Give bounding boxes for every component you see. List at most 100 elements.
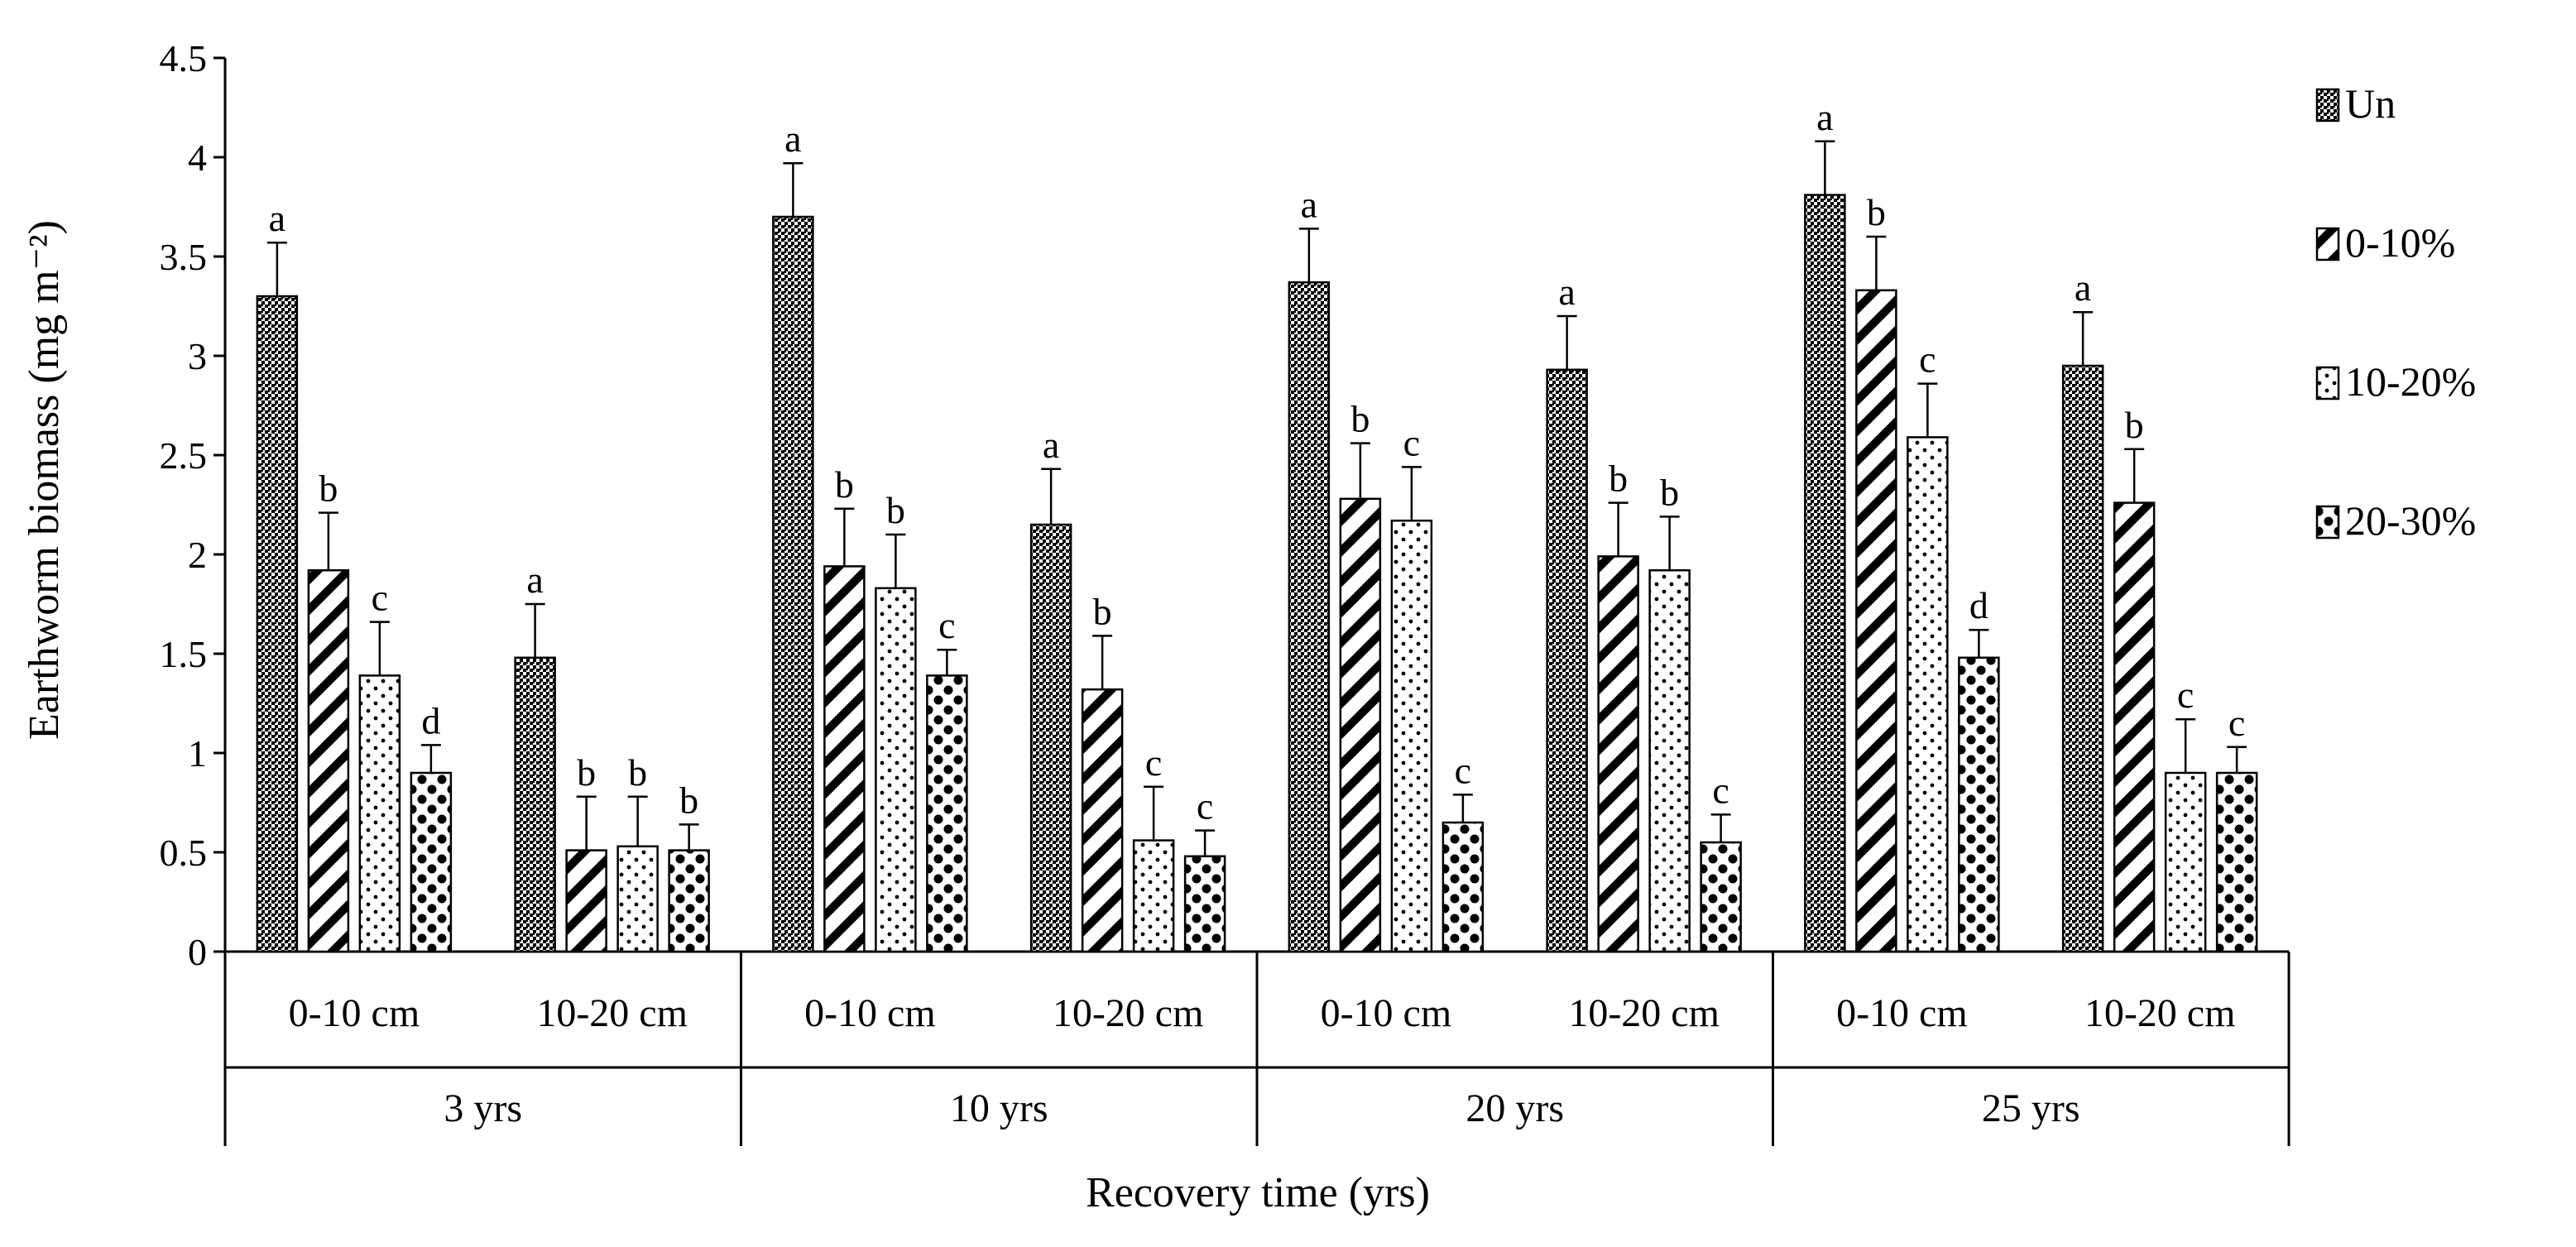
significance-label: a [1558,271,1575,313]
bar [823,565,866,953]
significance-label: a [1043,424,1059,466]
significance-label: a [784,118,801,160]
significance-label: b [1093,590,1112,632]
bar [2061,364,2104,953]
significance-label: a [1301,183,1317,225]
bar [1339,497,1382,953]
bar [668,849,710,953]
legend-swatch [2315,88,2340,122]
significance-label: c [1403,421,1420,463]
x-subgroup-label: 0-10 cm [1321,991,1452,1035]
legend-label: 0-10% [2345,219,2455,266]
y-tick-label: 2 [188,534,207,576]
significance-label: c [1145,741,1162,784]
legend-label: 10-20% [2345,358,2476,405]
y-tick-label: 4 [188,137,207,179]
bar [2113,501,2156,953]
significance-label: c [1919,338,1936,381]
labels-layer: 0 0.5 1 1.5 2 2.5 3 3.5 4 4.5 0-10 cm 10-20 cm 3 yrs… [160,37,2246,1130]
bar [1029,523,1072,953]
significance-label: a [2075,266,2091,309]
significance-label: c [938,604,955,646]
significance-label: b [319,468,338,510]
bar [1804,194,1846,953]
significance-label: b [577,751,596,794]
y-tick-label: 0.5 [160,832,208,874]
x-group-label: 20 yrs [1465,1086,1564,1130]
bar [1855,289,1897,953]
x-subgroup-label: 10-20 cm [2084,991,2236,1035]
significance-label: c [1197,785,1213,827]
y-tick-label: 4.5 [160,37,208,79]
x-subgroup-label: 0-10 cm [804,991,936,1035]
bar [1648,568,1691,953]
significance-label: a [269,197,285,239]
y-axis-title: Earthworm biomass (mg m⁻²) [21,220,68,740]
bar [1288,281,1331,953]
bar [1597,555,1639,953]
significance-label: a [1816,96,1833,138]
significance-label: b [628,751,647,794]
bar [1390,519,1433,953]
legend: Un 0-10% 10-20% 20-30% [2315,80,2476,544]
bar [926,674,968,953]
y-tick-label: 3 [188,335,207,377]
x-group-label: 10 yrs [950,1086,1048,1130]
bar [772,215,814,953]
bar [2164,771,2207,953]
x-subgroup-label: 0-10 cm [289,991,420,1035]
bar [358,674,401,953]
significance-label: b [679,779,698,821]
y-tick-label: 1.5 [160,633,208,675]
bar [1907,436,1949,953]
x-subgroup-label: 10-20 cm [536,991,688,1035]
bar [875,587,917,953]
legend-swatch [2315,366,2340,400]
x-group-label: 25 yrs [1982,1086,2080,1130]
x-subgroup-label: 0-10 cm [1836,991,1968,1035]
significance-label: d [1969,584,1988,626]
bar [1183,855,1226,953]
significance-label: a [526,559,543,601]
bar [1958,656,2000,953]
x-group-label: 3 yrs [444,1086,522,1130]
legend-label: Un [2345,80,2396,127]
significance-label: b [886,489,905,531]
bar [2215,771,2258,953]
significance-label: b [1350,398,1370,440]
bar [410,771,453,953]
significance-label: c [372,577,388,619]
significance-label: c [2228,702,2245,744]
bars-layer [256,140,2258,953]
y-tick-label: 2.5 [160,434,208,477]
significance-label: b [835,463,854,506]
significance-label: b [1609,458,1628,500]
bar [1546,368,1588,953]
x-subgroup-label: 10-20 cm [1568,991,1720,1035]
x-axis-title: Recovery time (yrs) [1086,1169,1430,1216]
legend-label: 20-30% [2345,497,2476,544]
legend-swatch [2315,227,2340,261]
significance-label: d [421,699,440,741]
significance-label: b [1660,471,1679,513]
y-tick-label: 0 [188,931,207,973]
significance-label: c [2177,674,2194,716]
bar [514,656,556,953]
y-tick-label: 1 [188,732,207,775]
bar [1081,688,1124,953]
legend-swatch [2315,505,2340,540]
significance-label: b [1867,191,1886,233]
x-subgroup-label: 10-20 cm [1053,991,1204,1035]
bar [1442,821,1485,953]
bar [1132,839,1175,953]
y-tick-label: 3.5 [160,236,208,278]
significance-label: b [2125,404,2144,446]
significance-label: c [1712,769,1729,811]
bar [565,849,607,953]
bar [1700,841,1742,953]
bar [307,568,350,953]
bar [616,845,659,953]
significance-label: c [1455,749,1471,791]
